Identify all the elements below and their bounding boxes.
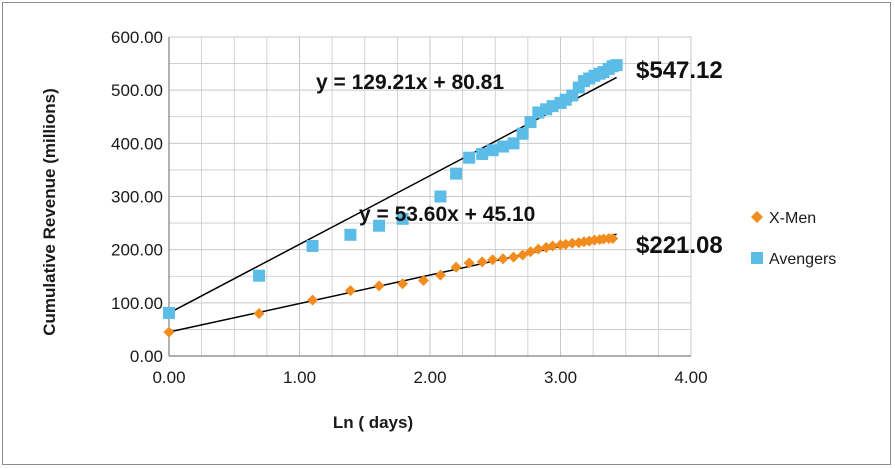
avengers-point xyxy=(344,228,357,241)
avengers-point xyxy=(610,59,623,72)
xmen-point xyxy=(566,237,578,249)
avengers-point xyxy=(163,306,175,319)
avengers-trendline-equation: y = 129.21x + 80.81 xyxy=(316,71,504,94)
xmen-point xyxy=(487,254,499,266)
avengers-point xyxy=(476,147,489,160)
x-axis-title: Ln ( days) xyxy=(333,413,413,432)
avengers-final-value: $547.12 xyxy=(636,57,723,84)
xmen-point xyxy=(373,280,385,292)
xmen-trendline-equation: y = 53.60x + 45.10 xyxy=(359,203,535,226)
xmen-final-value: $221.08 xyxy=(636,232,723,259)
chart-svg: 0.00 100.00 200.00 300.00 400.00 500.00 600.00… xyxy=(40,28,836,432)
xmen-point xyxy=(607,232,619,244)
y-tick-label: 100.00 xyxy=(111,294,163,313)
x-tick-label: 1.00 xyxy=(283,368,316,387)
xmen-point xyxy=(450,261,462,273)
data-points xyxy=(163,59,623,338)
avengers-point xyxy=(253,269,266,282)
legend-xmen-label: X-Men xyxy=(769,210,816,227)
x-tick-labels: 0.00 1.00 2.00 3.00 4.00 xyxy=(152,368,707,387)
xmen-point xyxy=(253,307,265,319)
xmen-point xyxy=(397,278,409,290)
xmen-point xyxy=(497,253,509,265)
legend-avengers-marker xyxy=(751,252,763,264)
xmen-point xyxy=(163,326,175,338)
xmen-point xyxy=(532,243,544,255)
y-tick-label: 600.00 xyxy=(111,28,163,47)
xmen-point xyxy=(547,240,559,252)
x-tick-label: 3.00 xyxy=(544,368,577,387)
axes xyxy=(168,37,691,357)
avengers-point xyxy=(306,239,319,252)
avengers-point xyxy=(434,190,447,203)
avengers-point xyxy=(373,219,386,232)
y-tick-label: 400.00 xyxy=(111,134,163,153)
y-tick-labels: 0.00 100.00 200.00 300.00 400.00 500.00 600.00 xyxy=(111,28,163,366)
avengers-point xyxy=(516,127,529,140)
xmen-point xyxy=(434,269,446,281)
xmen-point xyxy=(476,256,488,268)
xmen-point xyxy=(508,251,520,263)
avengers-point xyxy=(497,140,510,153)
xmen-point xyxy=(463,257,475,269)
y-tick-label: 300.00 xyxy=(111,188,163,207)
legend-avengers-label: Avengers xyxy=(769,251,836,268)
avengers-point xyxy=(486,144,499,157)
x-tick-label: 4.00 xyxy=(674,368,707,387)
avengers-point xyxy=(450,167,463,180)
avengers-point xyxy=(524,116,537,129)
y-tick-label: 0.00 xyxy=(130,347,163,366)
avengers-point xyxy=(507,137,520,150)
avengers-point xyxy=(463,151,476,164)
xmen-point xyxy=(344,285,356,297)
y-tick-label: 200.00 xyxy=(111,241,163,260)
y-tick-label: 500.00 xyxy=(111,81,163,100)
xmen-point xyxy=(307,294,319,306)
x-tick-label: 2.00 xyxy=(413,368,446,387)
xmen-point xyxy=(417,275,429,287)
avengers-point xyxy=(396,212,409,225)
legend: X-Men Avengers xyxy=(751,210,836,268)
x-tick-label: 0.00 xyxy=(152,368,185,387)
y-axis-title: Cumulative Revenue (millions) xyxy=(40,88,59,336)
legend-xmen-marker xyxy=(751,211,763,223)
xmen-point xyxy=(517,249,529,261)
